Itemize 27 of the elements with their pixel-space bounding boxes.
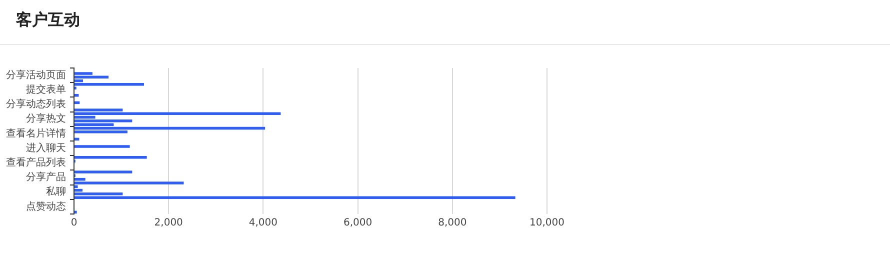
x-tick-label: 8,000 [438,218,467,229]
bar [74,170,132,174]
x-tick-label: 0 [70,218,78,229]
y-tick-label: 查看名片详情 [6,127,66,140]
y-tick-label: 私聊 [46,186,66,198]
bar [74,182,184,184]
x-tick-label: 10,000 [530,218,564,229]
y-tick-label: 分享热文 [26,112,66,125]
bar [74,156,147,159]
y-tick-label: 分享产品 [26,171,66,184]
y-tick-label: 分享活动页面 [6,68,66,81]
x-tick-label: 2,000 [154,218,183,229]
bar [74,196,516,199]
bar [74,112,281,115]
y-tick-label: 查看产品列表 [6,156,66,168]
y-tick-label: 进入聊天 [26,142,66,154]
y-tick-label: 分享动态列表 [6,98,66,110]
y-tick-label: 提交表单 [26,83,66,96]
bar [74,145,130,148]
y-tick-label: 点赞动态 [26,200,66,212]
bar [74,120,132,122]
x-tick-label: 4,000 [248,218,278,229]
bar [74,83,144,86]
x-tick-label: 6,000 [343,218,372,229]
bar [74,76,109,78]
chart-title: 客户互动 [16,10,80,31]
bar [74,126,266,130]
